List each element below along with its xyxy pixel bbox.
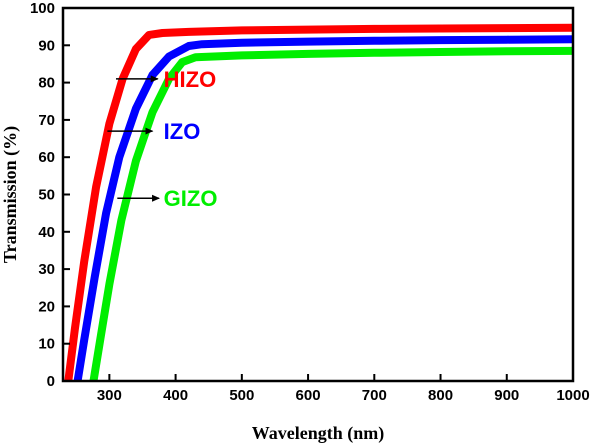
x-tick-label: 500 [229,387,254,404]
series-line-hizo [64,23,574,382]
series-layer [64,23,574,382]
y-tick-label: 20 [38,298,55,315]
y-tick-label: 70 [38,112,55,129]
y-tick-label: 10 [38,336,55,353]
y-tick-label: 80 [38,75,55,92]
x-tick-label: 900 [494,387,519,404]
y-axis-title: Transmission (%) [0,126,21,263]
x-tick-label: 700 [362,387,387,404]
x-tick-label: 400 [163,387,188,404]
y-tick-label: 30 [38,261,55,278]
x-tick-label: 800 [428,387,453,404]
y-tick-label: 90 [38,37,55,54]
annotation-label-hizo: HIZO [164,67,217,92]
annotation-label-izo: IZO [164,119,201,144]
x-tick-label: 600 [296,387,321,404]
y-tick-label: 50 [38,187,55,204]
plot-frame [61,6,575,383]
y-tick-label: 60 [38,149,55,166]
series-line-izo [73,35,574,382]
annotation-layer: HIZO IZO GIZO [107,67,217,211]
y-tick-label: 100 [30,0,55,17]
y-tick-label: 0 [47,373,55,390]
tick-layer: 300 400 500 600 700 800 900 1000 0 10 20 30 40 50 60 70… [30,0,590,404]
series-line-gizo [89,46,574,382]
annotation-label-gizo: GIZO [164,186,218,211]
y-tick-label: 40 [38,224,55,241]
x-tick-label: 1000 [556,387,589,404]
x-axis-title: Wavelength (nm) [252,423,385,444]
x-tick-label: 300 [97,387,122,404]
